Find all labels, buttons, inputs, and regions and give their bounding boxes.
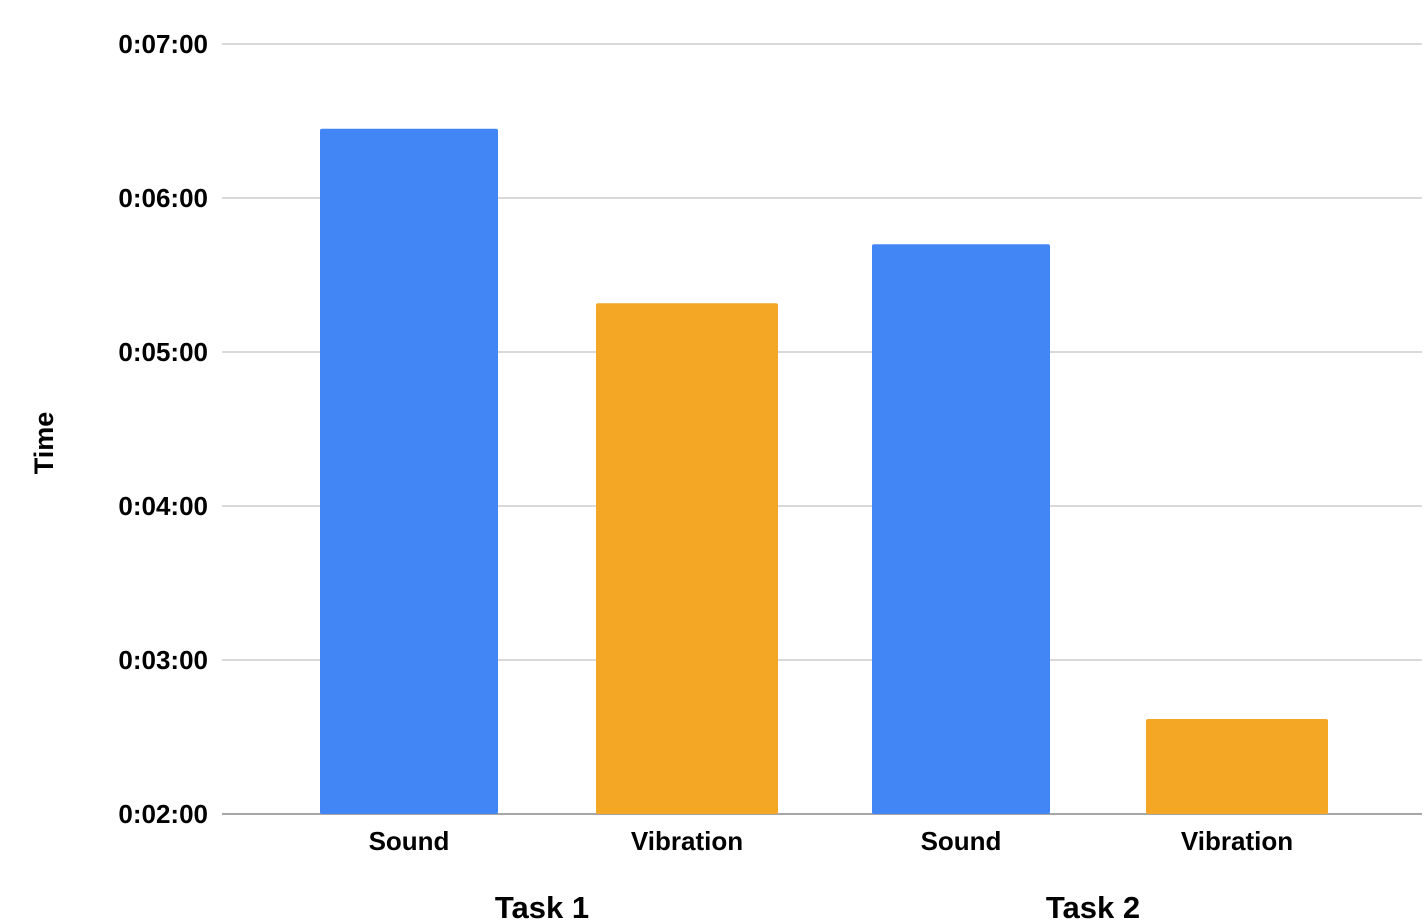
x-category-label: Sound xyxy=(369,826,450,856)
y-axis-ticks: 0:02:00 0:03:00 0:04:00 0:05:00 0:06:00 0:07:… xyxy=(118,29,208,829)
category-labels: Sound Vibration Sound Vibration xyxy=(369,826,1294,856)
y-tick-label: 0:03:00 xyxy=(118,645,208,675)
y-tick-label: 0:05:00 xyxy=(118,337,208,367)
x-group-label: Task 1 xyxy=(495,890,589,922)
x-category-label: Sound xyxy=(921,826,1002,856)
bars xyxy=(320,128,1328,814)
y-axis-title: Time xyxy=(29,412,59,475)
y-tick-label: 0:04:00 xyxy=(118,491,208,521)
bar-task-1-vibration xyxy=(596,303,778,814)
group-labels: Task 1 Task 2 xyxy=(495,890,1140,922)
x-group-label: Task 2 xyxy=(1046,890,1140,922)
y-tick-label: 0:07:00 xyxy=(118,29,208,59)
bar-task-2-vibration xyxy=(1146,719,1328,814)
y-tick-label: 0:06:00 xyxy=(118,183,208,213)
y-tick-label: 0:02:00 xyxy=(118,799,208,829)
x-category-label: Vibration xyxy=(1181,826,1293,856)
bar-task-1-sound xyxy=(320,128,498,814)
bar-task-2-sound xyxy=(872,244,1050,814)
x-category-label: Vibration xyxy=(631,826,743,856)
